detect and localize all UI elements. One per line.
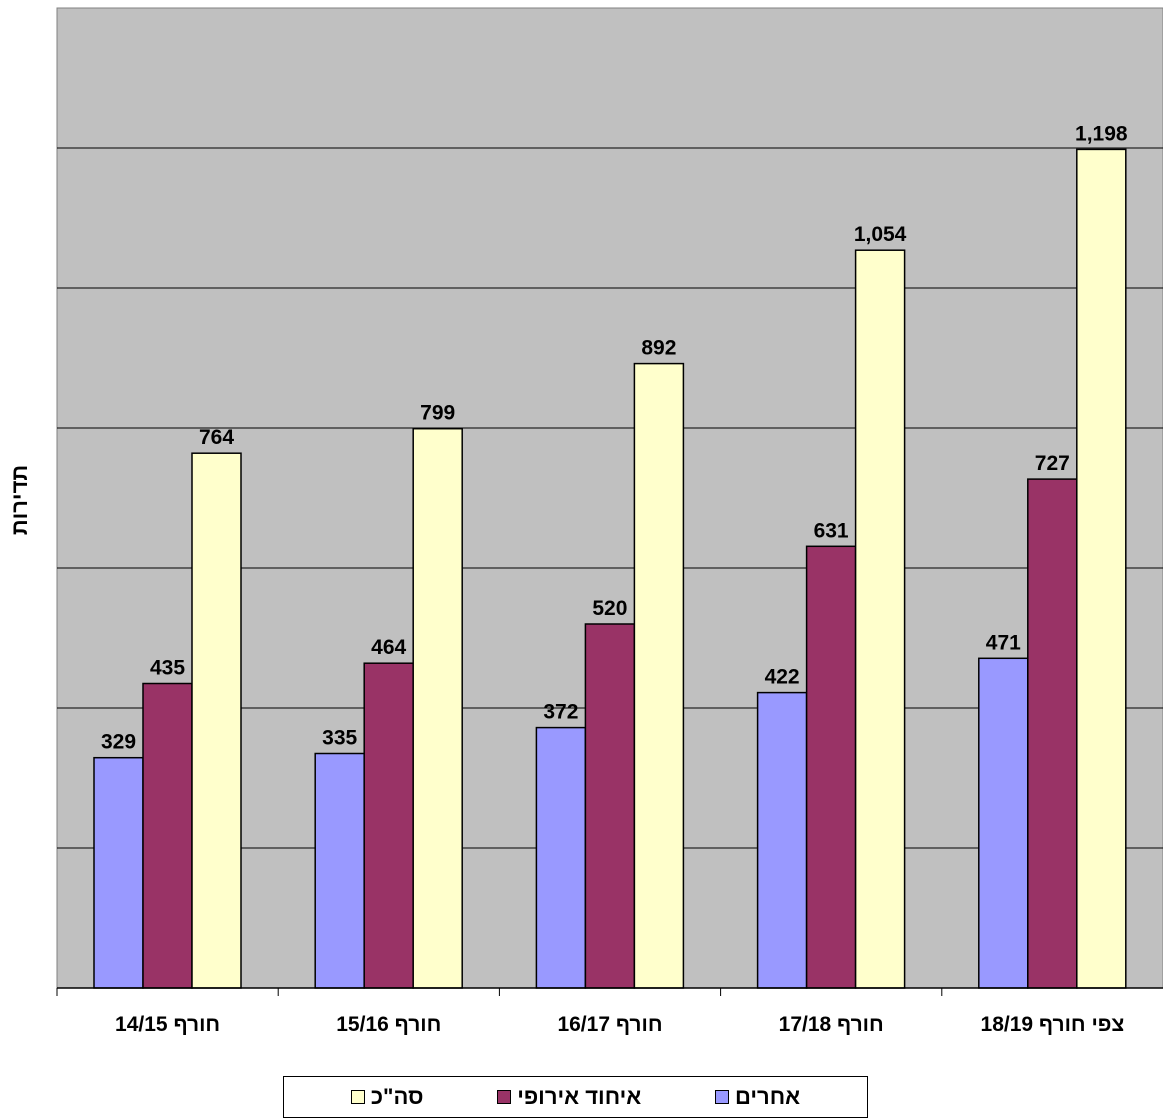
legend-item-total: סה"כ (350, 1084, 424, 1110)
data-label: 464 (371, 636, 406, 659)
bar (535, 726, 587, 989)
legend-item-eu: איחוד אירופי (497, 1084, 641, 1110)
data-label: 631 (814, 519, 849, 542)
legend-swatch-eu (497, 1090, 512, 1104)
data-label: 471 (986, 631, 1021, 654)
bar (584, 623, 636, 989)
bar (314, 752, 365, 989)
y-axis-label: תדירות (7, 464, 32, 536)
x-tick-label: חורף 15/16 (336, 1013, 441, 1036)
data-label: 335 (322, 727, 357, 750)
bar (363, 662, 414, 989)
data-label: 372 (543, 701, 578, 724)
legend-swatch-others (715, 1090, 730, 1104)
data-label: 799 (420, 402, 455, 425)
x-tick-label: צפי חורף 18/19 (981, 1013, 1125, 1036)
legend-item-others: אחרים (715, 1084, 800, 1110)
x-tick-label: חורף 16/17 (557, 1013, 662, 1036)
data-label: 892 (641, 337, 676, 360)
data-label: 727 (1035, 452, 1070, 475)
legend-swatch-total (350, 1090, 365, 1104)
bar (412, 427, 463, 989)
data-label: 329 (101, 731, 136, 754)
bar (1076, 148, 1127, 989)
x-ticks (56, 988, 943, 996)
x-tick-label: חורף 17/18 (779, 1013, 884, 1036)
legend-label-others: אחרים (735, 1084, 801, 1109)
legend-label-eu: איחוד אירופי (517, 1084, 642, 1109)
x-tick-labels: חורף 14/15 חורף 15/16 חורף 16/17 חורף 17/18… (115, 1013, 1124, 1036)
bar (805, 545, 857, 989)
data-label: 422 (765, 666, 800, 689)
data-label: 520 (592, 597, 627, 620)
data-label: 1,198 (1075, 122, 1128, 145)
bar (1027, 478, 1078, 989)
bar (756, 691, 808, 989)
x-tick-label: חורף 14/15 (115, 1013, 220, 1036)
bar (191, 452, 242, 989)
bar (854, 249, 906, 989)
legend: אחרים איחוד אירופי סה"כ (283, 1076, 868, 1118)
y-axis-label-container: תדירות (0, 440, 40, 560)
data-label: 764 (199, 426, 234, 449)
bar (978, 657, 1029, 989)
data-labels: 329 435 764 335 464 799 372 520 892 422 631 1,054 47… (101, 122, 1128, 753)
bar (633, 362, 685, 989)
bar (142, 682, 193, 989)
bar (93, 756, 144, 989)
legend-label-total: סה"כ (370, 1084, 424, 1109)
data-label: 1,054 (854, 223, 907, 246)
data-label: 435 (150, 657, 185, 680)
